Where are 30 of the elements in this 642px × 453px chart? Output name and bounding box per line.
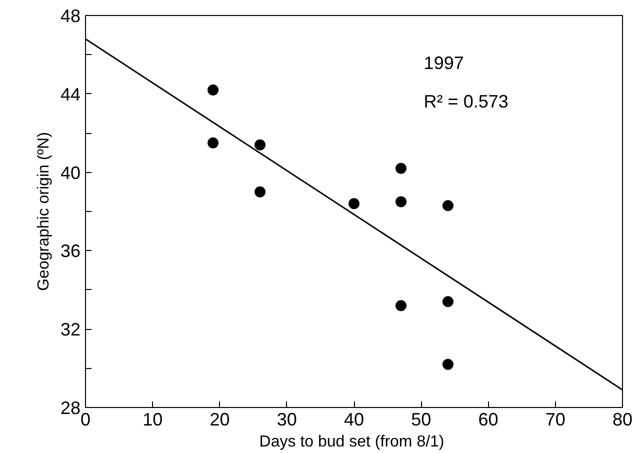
point [254, 139, 266, 150]
y-axis-title: Geographic origin (ºN) [35, 132, 52, 291]
annotation: R² = 0.573 [424, 92, 508, 112]
point [348, 198, 360, 210]
y-tick-label: 40 [60, 162, 81, 183]
point [208, 84, 219, 96]
point [442, 358, 454, 370]
point [395, 196, 406, 208]
x-tick-label: 50 [411, 410, 432, 430]
point [442, 296, 454, 308]
x-tick-label: 70 [545, 410, 566, 430]
y-tick-label: 28 [60, 398, 81, 418]
point [254, 186, 266, 198]
annotation: 1997 [424, 53, 464, 74]
y-tick-label: 32 [60, 320, 81, 340]
x-tick-label: 0 [80, 410, 91, 430]
x-axis-title: Days to bud set (from 8/1) [259, 434, 444, 450]
y-tick-label: 48 [60, 6, 81, 26]
x-tick-label: 80 [612, 410, 633, 430]
x-tick-label: 40 [344, 410, 364, 430]
x-tick-label: 30 [276, 410, 297, 430]
y-tick-label: 36 [60, 241, 81, 262]
point [395, 162, 406, 174]
y-tick-label: 44 [60, 84, 81, 104]
x-tick-label: 20 [210, 410, 230, 430]
x-tick-label: 60 [478, 410, 498, 430]
point [395, 300, 406, 312]
point [442, 200, 454, 212]
point [208, 137, 219, 148]
x-tick-label: 10 [142, 410, 163, 430]
